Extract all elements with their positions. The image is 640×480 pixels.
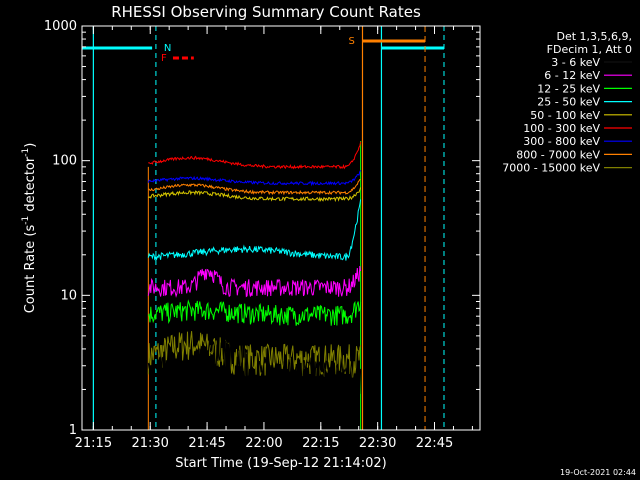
legend-label-2: 6 - 12 keV xyxy=(544,69,600,82)
x-tick-label: 22:00 xyxy=(245,436,282,451)
legend-label-1: 3 - 6 keV xyxy=(551,56,600,69)
y-axis-label: Count Rate (s-1 detector-1) xyxy=(21,143,38,314)
legend-label-6: 100 - 300 keV xyxy=(523,122,600,135)
legend-label-3: 12 - 25 keV xyxy=(537,82,600,95)
data-marks xyxy=(147,141,362,400)
legend-header-1: Det 1,3,5,6,9, xyxy=(556,30,632,43)
timestamp: 19-Oct-2021 02:44 xyxy=(560,468,636,477)
x-tick-label: 21:15 xyxy=(75,436,112,451)
series-5-line xyxy=(148,187,362,203)
x-tick-label: 21:30 xyxy=(131,436,168,451)
legend: Det 1,3,5,6,9, FDecim 1, Att 0 3 - 6 keV… xyxy=(502,30,632,175)
x-tick-label: 22:30 xyxy=(359,436,396,451)
plot-area: NF S xyxy=(82,26,445,430)
y-tick-label: 1000 xyxy=(44,19,77,34)
series-9-line xyxy=(147,331,362,378)
legend-label-9: 7000 - 15000 keV xyxy=(502,162,600,175)
y-axis: 1 10 100 1000 xyxy=(44,19,480,438)
series-8-line xyxy=(148,178,361,196)
series-1-line xyxy=(147,332,362,400)
flag-label-n: N xyxy=(164,43,171,54)
legend-label-4: 25 - 50 keV xyxy=(537,96,600,109)
y-tick-label: 10 xyxy=(60,288,77,303)
y-tick-label: 100 xyxy=(52,154,77,169)
flag-label-f: F xyxy=(161,53,167,64)
x-tick-label: 21:45 xyxy=(188,436,225,451)
plot-frame xyxy=(81,25,481,431)
x-axis: 21:15 21:30 21:45 22:00 22:15 22:30 22:45 xyxy=(75,26,473,451)
legend-header-2: FDecim 1, Att 0 xyxy=(547,43,632,56)
legend-label-5: 50 - 100 keV xyxy=(530,109,600,122)
y-tick-label: 1 xyxy=(69,423,77,438)
series-7-line xyxy=(147,170,362,187)
x-tick-label: 22:45 xyxy=(416,436,453,451)
chart-title: RHESSI Observing Summary Count Rates xyxy=(111,3,421,21)
series-2-line xyxy=(147,265,362,298)
series-4-line xyxy=(147,199,362,261)
legend-label-7: 300 - 800 keV xyxy=(523,135,600,148)
x-tick-label: 22:15 xyxy=(302,436,339,451)
x-axis-label: Start Time (19-Sep-12 21:14:02) xyxy=(175,456,386,471)
legend-label-8: 800 - 7000 keV xyxy=(516,148,600,161)
flag-label-s: S xyxy=(348,36,354,47)
series-6-line xyxy=(148,141,362,170)
series-3-line xyxy=(147,299,362,326)
